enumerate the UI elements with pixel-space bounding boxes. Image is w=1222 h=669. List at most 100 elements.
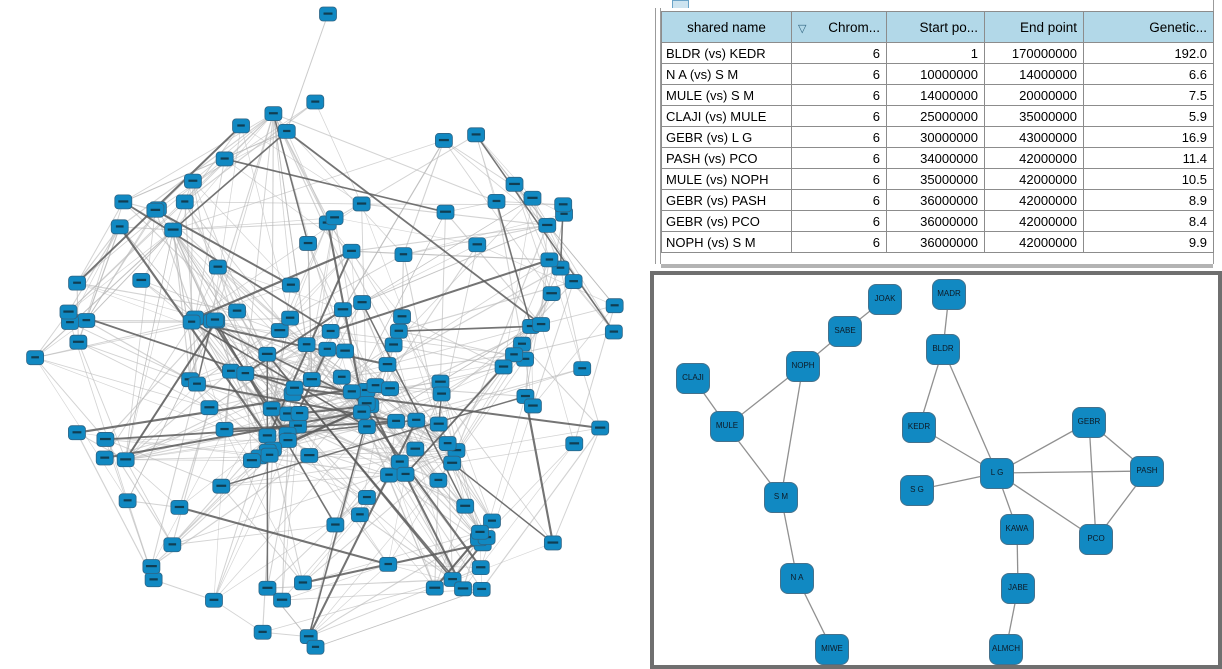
hairball-edge[interactable] (308, 564, 389, 637)
hairball-edge[interactable] (315, 588, 482, 648)
hairball-edge[interactable] (272, 113, 292, 286)
hairball-edge[interactable] (308, 480, 439, 637)
hairball-edge[interactable] (104, 317, 196, 459)
hairball-edge[interactable] (69, 322, 128, 501)
hairball-edge[interactable] (105, 438, 222, 487)
hairball-edge[interactable] (34, 357, 210, 409)
hairball-edge[interactable] (387, 267, 561, 366)
table-cell[interactable]: 43000000 (984, 126, 1084, 148)
hairball-edge[interactable] (495, 201, 532, 327)
hairball-edge[interactable] (286, 131, 329, 224)
hairball-edge[interactable] (209, 407, 368, 498)
hairball-edge[interactable] (125, 459, 180, 508)
hairball-edge[interactable] (327, 134, 477, 224)
hairball-edge[interactable] (541, 305, 615, 325)
hairball-edge[interactable] (513, 331, 614, 356)
hairball-edge[interactable] (69, 322, 191, 381)
hairball-edge[interactable] (105, 439, 288, 441)
hairball-edge[interactable] (307, 243, 313, 380)
hairball-edge[interactable] (171, 456, 260, 546)
table-cell[interactable]: 8.9 (1083, 189, 1214, 211)
hairball-edge[interactable] (244, 308, 344, 375)
hairball-edge[interactable] (76, 283, 79, 343)
network-node-miwe[interactable]: MIWE (815, 633, 849, 665)
hairball-edge[interactable] (86, 319, 198, 385)
hairball-edge[interactable] (286, 130, 542, 326)
hairball-edge[interactable] (342, 140, 445, 310)
table-cell[interactable]: 6 (791, 42, 887, 64)
hairball-edge[interactable] (403, 213, 565, 255)
hairball-edge[interactable] (299, 413, 466, 507)
hairball-edge[interactable] (105, 439, 270, 456)
table-cell[interactable]: 14000000 (886, 84, 985, 106)
network-node-gebr[interactable]: GEBR (1072, 406, 1106, 438)
hairball-edge[interactable] (213, 456, 260, 601)
table-cell[interactable]: PASH (vs) PCO (661, 147, 792, 169)
hairball-edge[interactable] (341, 354, 515, 378)
hairball-edge[interactable] (221, 395, 526, 487)
hairball-edge[interactable] (125, 229, 174, 460)
hairball-edge[interactable] (104, 411, 362, 460)
table-cell[interactable]: 6 (791, 168, 887, 190)
hairball-edge[interactable] (330, 330, 515, 356)
hairball-edge[interactable] (359, 514, 453, 580)
table-cell[interactable]: 6.6 (1083, 63, 1214, 85)
hairball-edge[interactable] (434, 443, 575, 589)
network-node-s-g[interactable]: S G (900, 474, 934, 506)
hairball-edge[interactable] (125, 383, 198, 460)
network-node-kedr[interactable]: KEDR (902, 411, 936, 443)
hairball-edge[interactable] (282, 588, 482, 601)
table-cell[interactable]: NOPH (vs) S M (661, 231, 792, 253)
table-cell[interactable]: 30000000 (886, 126, 985, 148)
table-cell[interactable]: BLDR (vs) KEDR (661, 42, 792, 64)
table-horizontal-scrollbar[interactable] (661, 264, 1213, 268)
network-node-kawa[interactable]: KAWA (1000, 513, 1034, 545)
hairball-edge[interactable] (443, 140, 548, 226)
hairball-edge[interactable] (388, 564, 481, 569)
hairball-edge[interactable] (34, 357, 106, 440)
hairball-edge[interactable] (172, 229, 191, 380)
hairball-edge[interactable] (330, 258, 550, 333)
network-node-sabe[interactable]: SABE (828, 315, 862, 347)
table-cell[interactable]: 6 (791, 231, 887, 253)
table-row[interactable]: MULE (vs) NOPH 6 35000000 42000000 10.5 (661, 168, 1214, 190)
table-cell[interactable]: MULE (vs) NOPH (661, 168, 792, 190)
table-cell[interactable]: 10.5 (1083, 168, 1214, 190)
hairball-edge[interactable] (104, 319, 216, 440)
hairball-edge[interactable] (125, 459, 173, 545)
hairball-edge[interactable] (220, 485, 304, 584)
hairball-edge[interactable] (68, 311, 295, 390)
hairball-edge[interactable] (34, 357, 225, 430)
hairball-edge[interactable] (351, 224, 548, 252)
hairball-edge[interactable] (361, 224, 548, 304)
hairball-edge[interactable] (387, 259, 550, 365)
hairball-edge[interactable] (434, 506, 466, 589)
hairball-edge[interactable] (286, 13, 329, 132)
hairball-edge[interactable] (125, 350, 346, 461)
network-node-mule[interactable]: MULE (710, 410, 744, 442)
hairball-edge[interactable] (552, 427, 601, 544)
table-row[interactable]: MULE (vs) S M 6 14000000 20000000 7.5 (661, 84, 1214, 106)
hairball-edge[interactable] (122, 201, 332, 333)
hairball-edge[interactable] (184, 101, 316, 203)
network-edge[interactable] (942, 348, 998, 474)
column-header-shared-name[interactable]: shared name (661, 11, 792, 43)
table-cell[interactable]: 42000000 (984, 147, 1084, 169)
table-cell[interactable]: 192.0 (1083, 42, 1214, 64)
table-cell[interactable]: 11.4 (1083, 147, 1214, 169)
table-cell[interactable]: 8.4 (1083, 210, 1214, 232)
hairball-edge[interactable] (366, 426, 436, 589)
table-row[interactable]: CLAJI (vs) MULE 6 25000000 35000000 5.9 (661, 105, 1214, 127)
hairball-edge[interactable] (335, 419, 417, 526)
hairball-edge[interactable] (341, 326, 532, 378)
hairball-edge[interactable] (194, 250, 352, 319)
hairball-edge[interactable] (192, 113, 274, 182)
hairball-edge[interactable] (194, 266, 219, 319)
hairball-edge[interactable] (366, 403, 487, 538)
table-cell[interactable]: GEBR (vs) PASH (661, 189, 792, 211)
hairball-edge[interactable] (172, 450, 457, 546)
hairball-edge[interactable] (78, 341, 198, 385)
hairball-edge[interactable] (259, 456, 390, 476)
table-cell[interactable]: 42000000 (984, 168, 1084, 190)
table-cell[interactable]: N A (vs) S M (661, 63, 792, 85)
